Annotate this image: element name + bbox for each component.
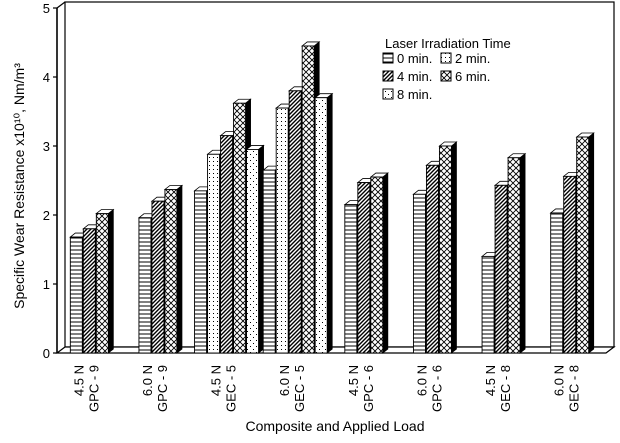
- y-axis-depth-edge: [56, 1, 66, 9]
- bar-front-face: [438, 145, 452, 354]
- legend: Laser Irradiation Time 0 min. 2 min. 4 min…: [382, 36, 511, 102]
- category-load-label: 6.0 N: [140, 365, 155, 396]
- bar-side-face: [107, 208, 114, 354]
- legend-swatch: [382, 52, 394, 64]
- bar: [369, 172, 389, 354]
- bar-front-face: [69, 236, 83, 354]
- legend-label: 2 min.: [455, 51, 490, 66]
- bar-front-face: [233, 102, 247, 354]
- bar-front-face: [314, 97, 328, 354]
- bar-front-face: [95, 213, 109, 354]
- category-load-label: 4.5 N: [209, 365, 224, 396]
- bar: [163, 184, 184, 354]
- category-load-label: 4.5 N: [71, 365, 86, 396]
- category-load-label: 6.0 N: [552, 365, 567, 396]
- x-axis-category-labels: 4.5 N GPC - 9 6.0 N GPC - 9 4.5 N GEC - 5 6.0 …: [71, 365, 581, 412]
- bar: [438, 141, 458, 354]
- legend-swatch: [382, 88, 394, 100]
- legend-label: 8 min.: [397, 87, 432, 102]
- legend-title: Laser Irradiation Time: [385, 36, 511, 51]
- bar-front-face: [370, 176, 384, 354]
- category-composite-label: GEC - 5: [224, 365, 239, 412]
- category-composite-label: GPC - 6: [361, 365, 376, 412]
- x-axis-title: Composite and Applied Load: [245, 418, 424, 434]
- bar: [245, 144, 265, 354]
- y-axis: 0 1 2 3 4 5: [43, 1, 66, 361]
- bar-front-face: [563, 175, 577, 354]
- legend-item: 8 min.: [382, 87, 432, 102]
- bar-front-face: [275, 107, 289, 354]
- y-tick-label: 2: [43, 208, 50, 223]
- bar: [314, 92, 334, 354]
- bar: [95, 208, 115, 354]
- category-composite-label: GPC - 9: [155, 365, 170, 412]
- bar-front-face: [262, 169, 276, 354]
- y-tick-label: 4: [43, 70, 50, 85]
- bar-front-face: [507, 157, 521, 354]
- legend-label: 4 min.: [397, 69, 432, 84]
- legend-item: 6 min.: [440, 69, 490, 84]
- bar-front-face: [164, 189, 178, 354]
- bar-front-face: [425, 164, 439, 354]
- bars: [69, 41, 595, 354]
- category-load-label: 4.5 N: [483, 365, 498, 396]
- category-load-label: 4.5 N: [346, 365, 361, 396]
- bar-front-face: [220, 135, 234, 354]
- bar-front-face: [138, 217, 152, 354]
- legend-item: 2 min.: [440, 51, 490, 66]
- bar-front-face: [246, 148, 260, 354]
- bar-side-face: [176, 184, 183, 354]
- bar-side-face: [326, 92, 333, 354]
- bar-side-face: [382, 172, 389, 354]
- legend-item: 4 min.: [382, 69, 432, 84]
- category-load-label: 6.0 N: [414, 365, 429, 396]
- bar-side-face: [519, 152, 526, 354]
- bar-front-face: [207, 153, 221, 354]
- bar-front-face: [288, 90, 302, 354]
- bar-front-face: [82, 228, 96, 354]
- bar-front-face: [357, 182, 371, 354]
- category-composite-label: GPC - 6: [429, 365, 444, 412]
- bar-front-face: [194, 190, 208, 354]
- legend-swatch: [382, 70, 394, 82]
- legend-label: 6 min.: [455, 69, 490, 84]
- legend-item: 0 min.: [382, 51, 432, 66]
- bar-front-face: [550, 212, 564, 354]
- bar-front-face: [151, 200, 165, 354]
- bar-front-face: [481, 255, 495, 354]
- bar-front-face: [494, 184, 508, 354]
- y-tick-label: 0: [43, 346, 50, 361]
- category-load-label: 6.0 N: [277, 365, 292, 396]
- y-tick-label: 1: [43, 277, 50, 292]
- category-composite-label: GEC - 5: [292, 365, 307, 412]
- legend-swatch: [440, 70, 452, 82]
- bar-front-face: [344, 204, 358, 354]
- y-tick-label: 5: [43, 1, 50, 16]
- bar-front-face: [576, 136, 590, 354]
- category-composite-label: GPC - 9: [86, 365, 101, 412]
- bar: [506, 152, 527, 354]
- y-tick-label: 3: [43, 139, 50, 154]
- bar-side-face: [588, 132, 595, 354]
- y-axis-title: Specific Wear Resistance x10¹⁰, Nm/m³: [11, 63, 27, 309]
- legend-swatch: [440, 52, 452, 64]
- bar: [575, 132, 595, 354]
- bar-front-face: [412, 193, 426, 354]
- bar-front-face: [301, 45, 315, 354]
- category-composite-label: GEC - 8: [498, 365, 513, 412]
- legend-label: 0 min.: [397, 51, 432, 66]
- category-composite-label: GEC - 8: [567, 365, 582, 412]
- bar-side-face: [451, 141, 457, 354]
